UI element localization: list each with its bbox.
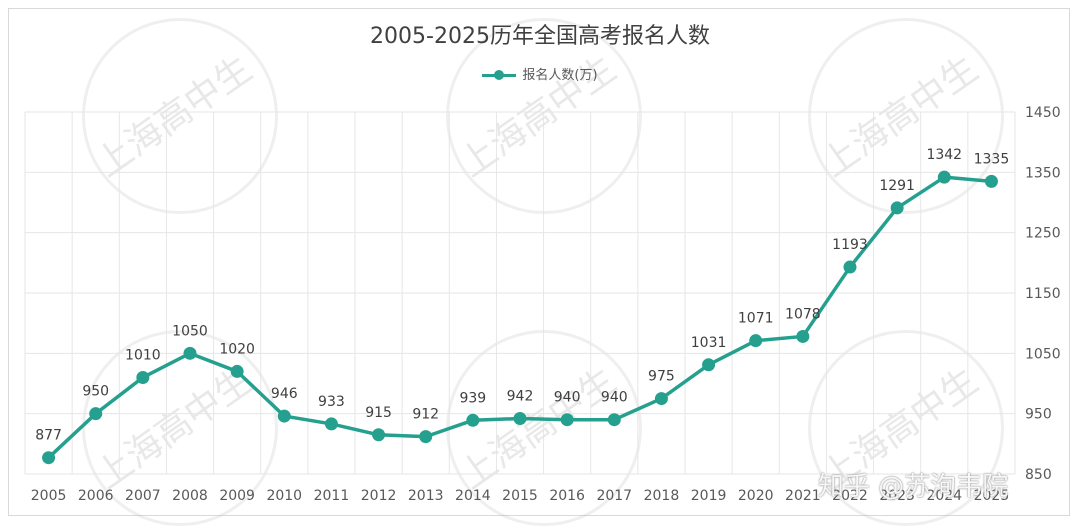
x-tick-label: 2006	[78, 488, 114, 504]
data-label: 1020	[219, 341, 255, 357]
data-point	[230, 364, 244, 378]
y-tick-label: 1050	[1025, 346, 1061, 362]
data-point	[324, 417, 338, 431]
data-point	[560, 413, 574, 427]
data-point	[796, 329, 810, 343]
data-label: 1291	[879, 178, 915, 194]
data-label: 939	[459, 390, 486, 406]
data-point	[937, 170, 951, 184]
data-point	[607, 413, 621, 427]
data-point	[890, 201, 904, 215]
watermark-ring	[808, 18, 1004, 214]
legend-line-marker-icon	[482, 70, 517, 80]
x-tick-label: 2012	[361, 488, 397, 504]
x-tick-label: 2013	[408, 488, 444, 504]
x-tick-label: 2016	[549, 488, 585, 504]
data-point	[466, 413, 480, 427]
legend: 报名人数(万)	[0, 64, 1080, 83]
data-point	[654, 392, 668, 406]
data-point	[749, 334, 763, 348]
data-label: 915	[365, 405, 392, 421]
data-label: 940	[554, 390, 581, 406]
chart-title: 2005-2025历年全国高考报名人数	[370, 24, 710, 49]
x-tick-label: 2014	[455, 488, 491, 504]
x-tick-label: 2015	[502, 488, 538, 504]
legend-series-label: 报名人数(万)	[522, 68, 598, 83]
data-labels: 877 950 1010 1050 1020 946 933 915 912 939 942 940 9…	[35, 147, 1009, 444]
x-tick-label: 2009	[219, 488, 255, 504]
y-tick-label: 1250	[1025, 226, 1061, 242]
data-label: 940	[601, 390, 628, 406]
watermark-overlay: 知乎 @苏洵韦院	[818, 472, 1009, 502]
x-tick-label: 2011	[314, 488, 350, 504]
x-tick-label: 2018	[644, 488, 680, 504]
data-label: 942	[507, 388, 534, 404]
x-tick-label: 2022	[832, 488, 868, 504]
x-tick-label: 2010	[266, 488, 302, 504]
data-label: 975	[648, 369, 675, 385]
data-label: 1335	[974, 151, 1010, 167]
data-label: 1010	[125, 347, 161, 363]
x-tick-label: 2021	[785, 488, 821, 504]
data-label: 933	[318, 394, 345, 410]
data-point	[419, 430, 433, 444]
series-points	[42, 170, 998, 465]
data-point	[89, 407, 103, 421]
x-tick-label: 2019	[691, 488, 727, 504]
y-tick-label: 1150	[1025, 286, 1061, 302]
data-label: 1050	[172, 323, 208, 339]
data-label: 1342	[926, 147, 962, 163]
y-tick-label: 950	[1025, 407, 1052, 423]
x-tick-label: 2007	[125, 488, 161, 504]
y-tick-label: 1450	[1025, 105, 1061, 121]
data-label: 1071	[738, 311, 774, 327]
y-tick-label: 1350	[1025, 165, 1061, 181]
data-label: 912	[412, 407, 439, 423]
data-point	[183, 346, 197, 360]
data-point	[372, 428, 386, 442]
data-point	[984, 174, 998, 188]
data-point	[843, 260, 857, 274]
y-tick-label: 850	[1025, 467, 1052, 483]
data-point	[702, 358, 716, 372]
x-tick-label: 2023	[879, 488, 915, 504]
data-point	[277, 409, 291, 423]
data-label: 950	[82, 384, 109, 400]
x-tick-label: 2008	[172, 488, 208, 504]
data-point	[42, 451, 56, 465]
data-point	[513, 411, 527, 425]
x-tick-label: 2017	[596, 488, 632, 504]
data-label: 946	[271, 386, 298, 402]
x-axis-ticks: 2005 2006 2007 2008 2009 2010 2011 2012 2013 2014…	[31, 488, 1009, 504]
data-label: 1078	[785, 306, 821, 322]
data-point	[136, 370, 150, 384]
x-tick-label: 2005	[31, 488, 67, 504]
y-axis-ticks: 850 950 1050 1150 1250 1350 1450	[1025, 105, 1061, 483]
x-tick-label: 2024	[926, 488, 962, 504]
data-label: 1031	[691, 335, 727, 351]
x-tick-label: 2025	[974, 488, 1010, 504]
data-label: 1193	[832, 237, 868, 253]
data-label: 877	[35, 428, 62, 444]
x-tick-label: 2020	[738, 488, 774, 504]
watermark-ring	[82, 18, 278, 214]
